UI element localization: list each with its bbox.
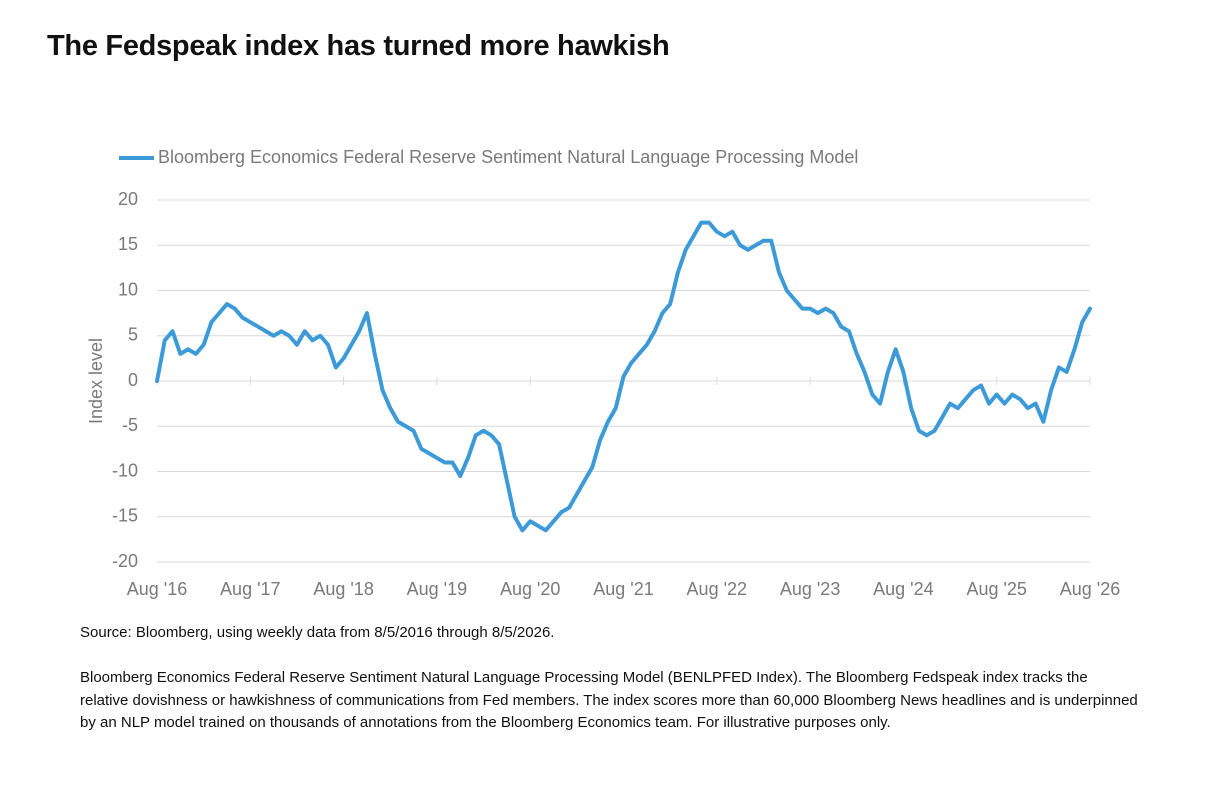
y-tick-label: -15 <box>112 506 138 526</box>
x-tick-label: Aug '20 <box>500 579 561 599</box>
legend-label: Bloomberg Economics Federal Reserve Sent… <box>158 147 858 167</box>
y-tick-label: -20 <box>112 551 138 571</box>
x-tick-label: Aug '22 <box>687 579 748 599</box>
x-tick-label: Aug '26 <box>1060 579 1121 599</box>
x-tick-label: Aug '25 <box>966 579 1027 599</box>
chart-title: The Fedspeak index has turned more hawki… <box>47 30 670 62</box>
y-tick-label: -5 <box>122 415 138 435</box>
x-tick-label: Aug '24 <box>873 579 934 599</box>
y-tick-label: 10 <box>118 279 138 299</box>
y-tick-label: 0 <box>128 370 138 390</box>
chart: 20 15 10 5 0 -5 -10 -15 -20 Aug '16 Aug '17 Aug '18… <box>86 147 1121 599</box>
x-tick-label: Aug '21 <box>593 579 654 599</box>
y-tick-label: -10 <box>112 460 138 480</box>
y-axis-label: Index level <box>86 338 106 424</box>
x-tick-label: Aug '17 <box>220 579 281 599</box>
x-tick-label: Aug '19 <box>407 579 468 599</box>
x-tick-label: Aug '16 <box>127 579 188 599</box>
y-tick-label: 5 <box>128 325 138 345</box>
data-line <box>155 220 1092 533</box>
x-tick-label: Aug '18 <box>313 579 374 599</box>
y-tick-label: 20 <box>118 189 138 209</box>
note: Bloomberg Economics Federal Reserve Sent… <box>80 669 1138 731</box>
source: Source: Bloomberg, using weekly data fro… <box>80 624 555 641</box>
x-tick-label: Aug '23 <box>780 579 841 599</box>
y-tick-label: 15 <box>118 234 138 254</box>
